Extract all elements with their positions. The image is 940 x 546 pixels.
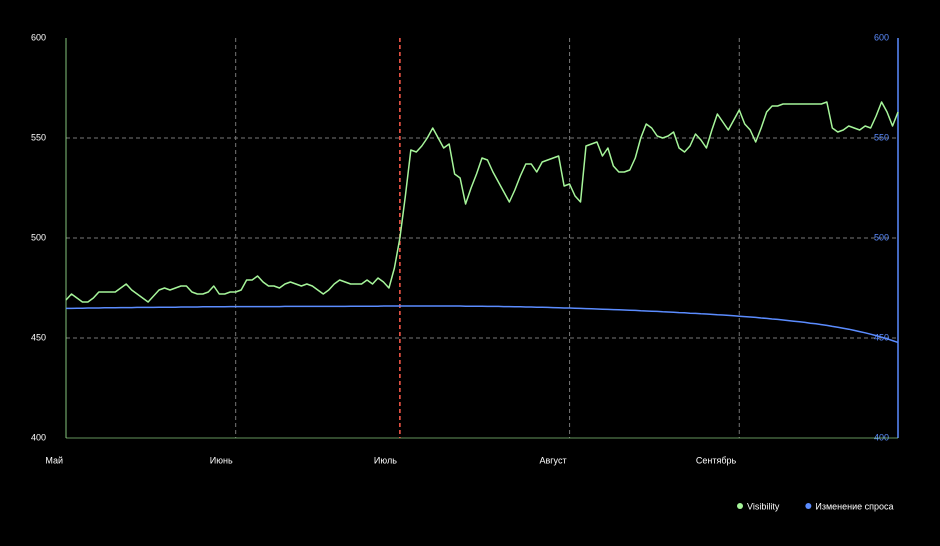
- y-tick-label: 600: [31, 32, 46, 42]
- legend-marker: [805, 503, 812, 509]
- y2-tick-label: 500: [874, 232, 889, 242]
- y-tick-label: 550: [31, 132, 46, 142]
- x-tick-label: Май: [45, 455, 63, 465]
- y-tick-label: 400: [31, 432, 46, 442]
- series-line: [65, 101, 899, 303]
- x-tick-label: Август: [539, 455, 566, 465]
- legend-label: Visibility: [747, 501, 780, 511]
- legend-label: Изменение спроса: [815, 501, 893, 511]
- x-tick-label: Июль: [374, 455, 397, 465]
- x-tick-label: Сентябрь: [696, 455, 737, 465]
- y2-tick-label: 550: [874, 132, 889, 142]
- y2-tick-label: 600: [874, 32, 889, 42]
- y-tick-label: 500: [31, 232, 46, 242]
- legend-marker: [737, 503, 743, 509]
- y-tick-label: 450: [31, 332, 46, 342]
- y2-tick-label: 400: [874, 432, 889, 442]
- series-line: [66, 305, 899, 344]
- x-tick-label: Июнь: [210, 455, 233, 465]
